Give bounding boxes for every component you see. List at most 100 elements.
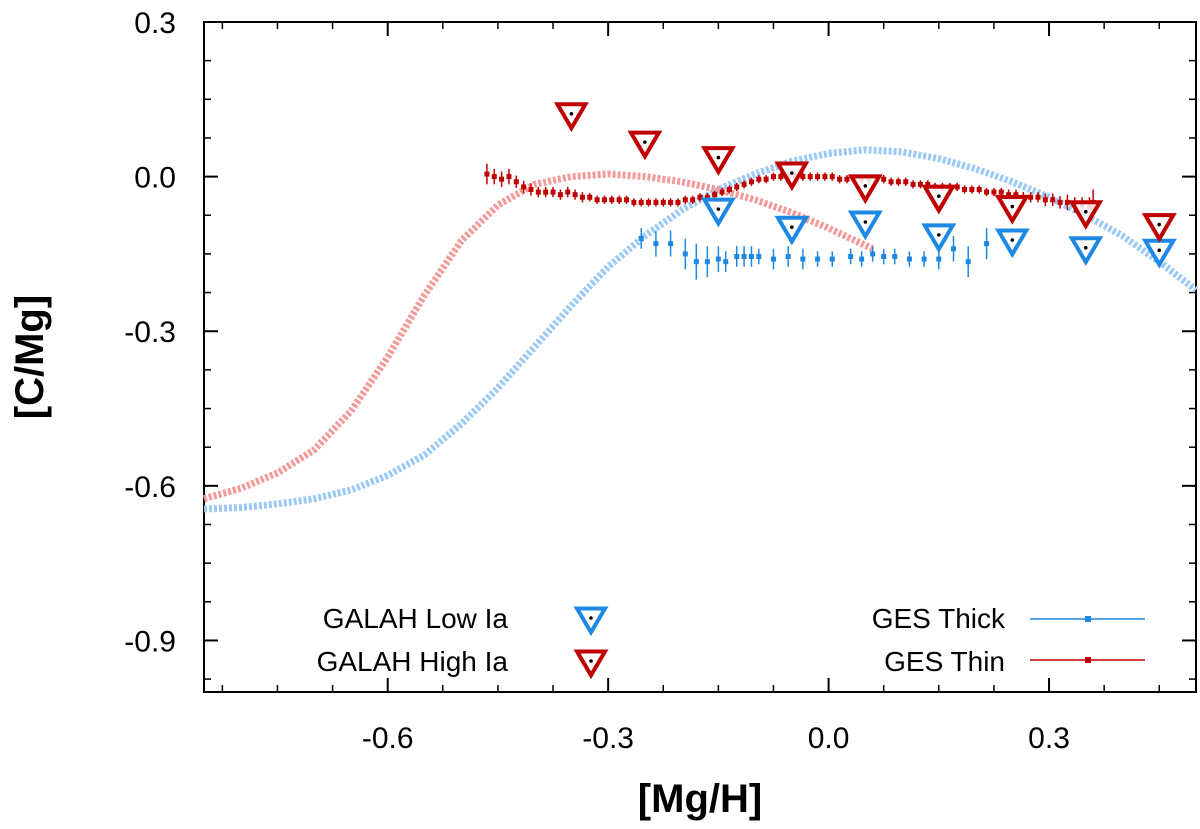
ges-thin-point (712, 192, 718, 198)
galah-high-ia-marker-dot (790, 171, 794, 175)
ges-thin-point (528, 187, 534, 192)
ges-thick-point (892, 254, 898, 259)
legend-label-ges-thick: GES Thick (872, 603, 1006, 634)
ges-thick-point (770, 256, 776, 262)
ges-thin-point (829, 174, 835, 180)
ges-thin-point (682, 197, 688, 203)
x-tick-label: -0.3 (582, 722, 634, 755)
galah-low-ia-marker-dot (716, 207, 721, 211)
ges-thin-point (807, 174, 813, 180)
ges-thin-point (609, 197, 615, 203)
ges-thick-point (859, 256, 865, 262)
x-tick-label: 0.3 (1028, 722, 1070, 755)
galah-high-ia-marker (774, 161, 810, 192)
ges-thin-point (910, 181, 916, 187)
ges-thin-point (925, 181, 931, 187)
ges-thin-point (565, 189, 571, 195)
ges-thick-point (800, 256, 806, 262)
ges-thin-point (484, 171, 490, 177)
galah-high-ia-marker (994, 195, 1030, 225)
thin-disc-model-curve (203, 170, 875, 503)
axis-ticks (204, 21, 1196, 692)
ges-thin-point (888, 179, 894, 185)
galah-low-ia-marker (774, 215, 810, 246)
legend-label-high-ia: GALAH High Ia (317, 646, 509, 677)
galah-low-ia-marker-dot (790, 225, 794, 229)
ges-thin-point (653, 199, 659, 205)
ges-thin-point (770, 174, 776, 180)
ges-thin-point (1064, 199, 1070, 205)
ges-thick-point (984, 241, 990, 247)
ges-thin-point (1006, 192, 1012, 198)
galah-high-ia-marker-dot (937, 194, 941, 199)
ges-thin-point (631, 199, 637, 205)
ges-thin-point (521, 184, 527, 190)
galah-low-ia-marker-dot (1157, 248, 1162, 253)
ges-thin-point (543, 189, 549, 195)
ges-thin-point (1035, 194, 1041, 200)
ges-thin-point (1042, 197, 1048, 203)
ges-thin-point (815, 174, 821, 180)
ges-thin-point (800, 174, 806, 180)
ges-thick-point (715, 256, 721, 262)
galah-low-ia-marker (847, 210, 883, 241)
ges-thick-point (951, 246, 957, 252)
galah-low-ia-marker (994, 228, 1030, 259)
galah-high-ia-marker-dot (1157, 222, 1162, 227)
galah-high-ia-marker-dot (643, 140, 647, 144)
ges-thin-point (697, 194, 703, 200)
y-axis-title: [C/Mg] (8, 295, 52, 419)
y-tick-label: 0.0 (134, 162, 176, 195)
ges-thin-point (1057, 199, 1063, 205)
ges-thick-point (881, 254, 887, 259)
x-tick-label: -0.6 (362, 722, 414, 755)
ges-thin-point (903, 179, 909, 185)
ges-thin-point (763, 176, 769, 182)
ges-thin-point (704, 194, 710, 200)
ges-thin-point (844, 176, 850, 182)
ges-thin-point (587, 194, 593, 200)
ges-thin-point (690, 197, 696, 203)
ges-thin-point (660, 199, 666, 205)
ges-thin-point (601, 197, 607, 203)
legend: GALAH Low Ia GALAH High Ia GES Thick GES… (317, 603, 1145, 680)
ges-thick-point (704, 259, 710, 265)
ges-thin-point (969, 187, 975, 192)
ges-thin-point (624, 197, 630, 203)
galah-low-ia-marker-dot (863, 220, 868, 224)
galah-high-ia-marker-dot (1010, 204, 1015, 209)
ges-thick-point (965, 259, 971, 265)
galah-high-ia-marker-dot (1083, 209, 1088, 214)
ges-thick-point (815, 256, 821, 262)
ges-thin-point (998, 189, 1004, 195)
galah-low-ia-marker-dot (1083, 245, 1088, 250)
ges-thin-point (756, 176, 762, 182)
x-tick-label: 0.0 (808, 722, 850, 755)
ges-thin-point (1028, 194, 1034, 200)
ges-thin-point (741, 181, 747, 187)
galah-high-ia-marker-dot (716, 155, 721, 160)
legend-symbol-ges-thin-point (1085, 657, 1091, 663)
legend-symbol-low-ia (573, 606, 609, 637)
galah-high-ia-marker (700, 146, 736, 176)
ges-thin-point (506, 174, 512, 180)
ges-thin-point (616, 197, 622, 203)
ges-thin-point (962, 187, 968, 192)
ges-thin-point (675, 199, 681, 205)
ges-thin-point (895, 179, 901, 185)
ges-thin-point (837, 176, 843, 182)
galah-low-ia-marker-dot (937, 233, 941, 237)
legend-symbol-high-ia (573, 649, 609, 680)
galah-high-ia-marker (921, 184, 957, 215)
ges-thin-point (668, 199, 674, 205)
y-tick-label: -0.6 (124, 471, 176, 504)
ges-thick-point (936, 256, 942, 262)
ges-thin-point (557, 192, 563, 198)
ges-thin-point (984, 189, 990, 195)
ges-thin-point (1013, 192, 1019, 198)
ges-thin-point (976, 187, 982, 192)
ges-thick-point (693, 259, 699, 265)
ges-thin-point (594, 197, 600, 203)
ges-thick-point (748, 254, 754, 259)
galah-high-ia-marker (627, 130, 663, 161)
